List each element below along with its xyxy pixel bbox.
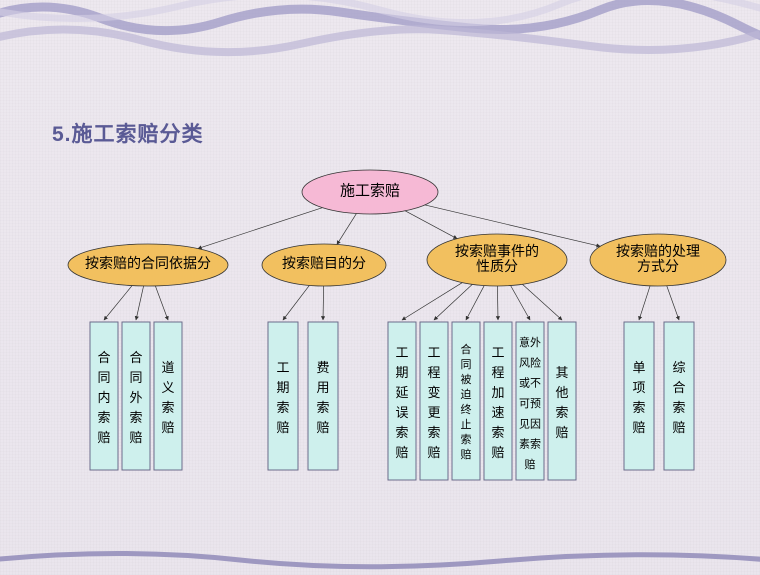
leaf-node — [154, 322, 182, 470]
edge-cat-leaf — [155, 286, 168, 320]
leaf-node — [308, 322, 338, 470]
edge-cat-leaf — [323, 286, 324, 320]
category-label: 按索赔目的分 — [282, 255, 366, 272]
edge-cat-leaf — [136, 286, 144, 320]
leaf-node — [664, 322, 694, 470]
leaf-node — [548, 322, 576, 480]
leaf-label: 合同外索赔 — [129, 350, 142, 445]
edge-cat-leaf — [434, 284, 472, 320]
edge-cat-leaf — [104, 286, 132, 320]
category-label: 按索赔的合同依据分 — [85, 255, 211, 272]
leaf-node — [624, 322, 654, 470]
leaf-label: 合同内索赔 — [97, 350, 110, 445]
edge-root-cat — [198, 208, 322, 249]
edge-root-cat — [337, 214, 356, 245]
leaf-node — [268, 322, 298, 470]
edge-cat-leaf — [497, 286, 498, 320]
edge-cat-leaf — [522, 284, 562, 320]
edge-cat-leaf — [639, 286, 650, 320]
edge-cat-leaf — [283, 285, 309, 320]
edge-root-cat — [405, 211, 457, 239]
edge-cat-leaf — [466, 286, 484, 320]
root-label: 施工索赔 — [340, 182, 400, 199]
edge-cat-leaf — [402, 283, 462, 320]
edge-cat-leaf — [667, 286, 679, 320]
tree-diagram: 施工索赔按索赔的合同依据分按索赔目的分按索赔事件的性质分按索赔的处理方式分 合同… — [0, 0, 760, 575]
edge-cat-leaf — [511, 286, 530, 320]
